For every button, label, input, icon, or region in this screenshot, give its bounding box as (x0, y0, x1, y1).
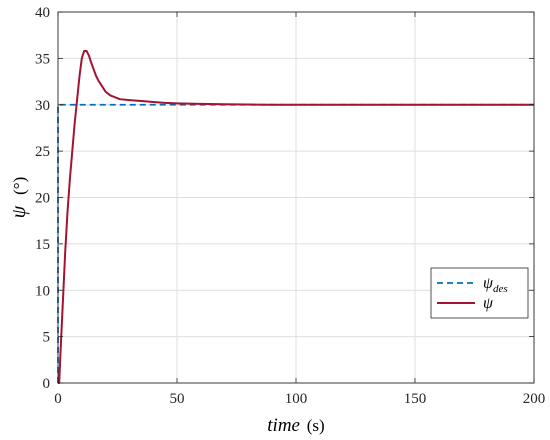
x-axis-label: time (s) (267, 415, 324, 436)
x-tick-label: 200 (523, 391, 546, 407)
legend-symbol: ψ (483, 275, 494, 292)
y-axis-label: ψ (°) (8, 177, 30, 219)
y-tick-label: 35 (35, 51, 50, 67)
legend-label: ψ (483, 295, 494, 312)
ticks: 0 50 100 150 200 0 5 10 15 20 25 30 35 40 (35, 5, 545, 407)
series-line-psi (58, 49, 534, 384)
y-axis-unit: (°) (10, 177, 29, 195)
legend-symbol: ψ (483, 295, 494, 312)
y-tick-label: 20 (35, 191, 50, 207)
legend-box (430, 267, 529, 319)
legend-label: ψdes (483, 275, 508, 295)
x-axis-unit: (s) (307, 416, 325, 435)
y-tick-label: 40 (35, 5, 50, 21)
y-tick-label: 25 (35, 144, 50, 160)
y-tick-label: 15 (35, 237, 50, 253)
x-axis-symbol: time (267, 415, 300, 436)
x-tick-label: 150 (404, 391, 427, 407)
y-axis-symbol: ψ (8, 205, 30, 218)
y-tick-label: 30 (35, 98, 50, 114)
x-tick-label: 50 (170, 391, 185, 407)
y-tick-label: 10 (35, 283, 50, 299)
x-tick-label: 100 (285, 391, 308, 407)
y-tick-label: 0 (43, 376, 51, 392)
x-tick-label: 0 (54, 391, 62, 407)
y-tick-label: 5 (43, 330, 51, 346)
legend-subscript: des (493, 283, 508, 295)
